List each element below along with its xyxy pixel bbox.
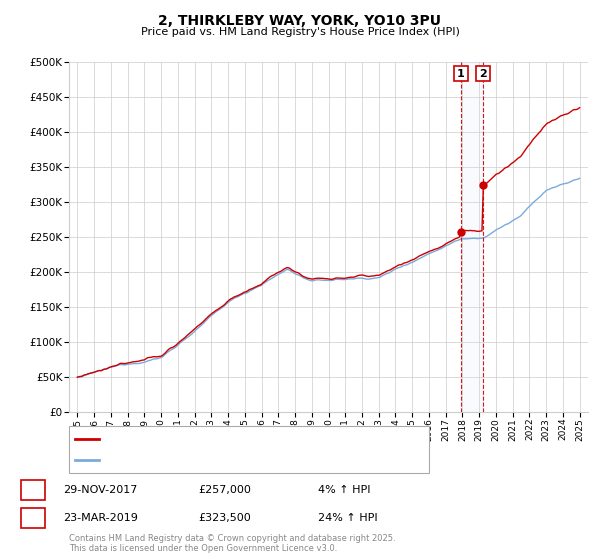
Text: 2, THIRKLEBY WAY, YORK, YO10 3PU (semi-detached house): 2, THIRKLEBY WAY, YORK, YO10 3PU (semi-d… [105, 434, 415, 444]
Text: 2: 2 [29, 513, 37, 523]
Text: 4% ↑ HPI: 4% ↑ HPI [318, 485, 371, 495]
Text: 2, THIRKLEBY WAY, YORK, YO10 3PU: 2, THIRKLEBY WAY, YORK, YO10 3PU [158, 14, 442, 28]
Text: 1: 1 [457, 69, 465, 78]
Bar [461, 62, 483, 412]
Text: 24% ↑ HPI: 24% ↑ HPI [318, 513, 377, 523]
Text: Contains HM Land Registry data © Crown copyright and database right 2025.
This d: Contains HM Land Registry data © Crown c… [69, 534, 395, 553]
Text: 1: 1 [29, 485, 37, 495]
Text: £257,000: £257,000 [198, 485, 251, 495]
Text: Price paid vs. HM Land Registry's House Price Index (HPI): Price paid vs. HM Land Registry's House … [140, 27, 460, 37]
Text: £323,500: £323,500 [198, 513, 251, 523]
Text: 2: 2 [479, 69, 487, 78]
Text: HPI: Average price, semi-detached house, York: HPI: Average price, semi-detached house,… [105, 455, 349, 465]
Text: 23-MAR-2019: 23-MAR-2019 [63, 513, 138, 523]
Text: 29-NOV-2017: 29-NOV-2017 [63, 485, 137, 495]
